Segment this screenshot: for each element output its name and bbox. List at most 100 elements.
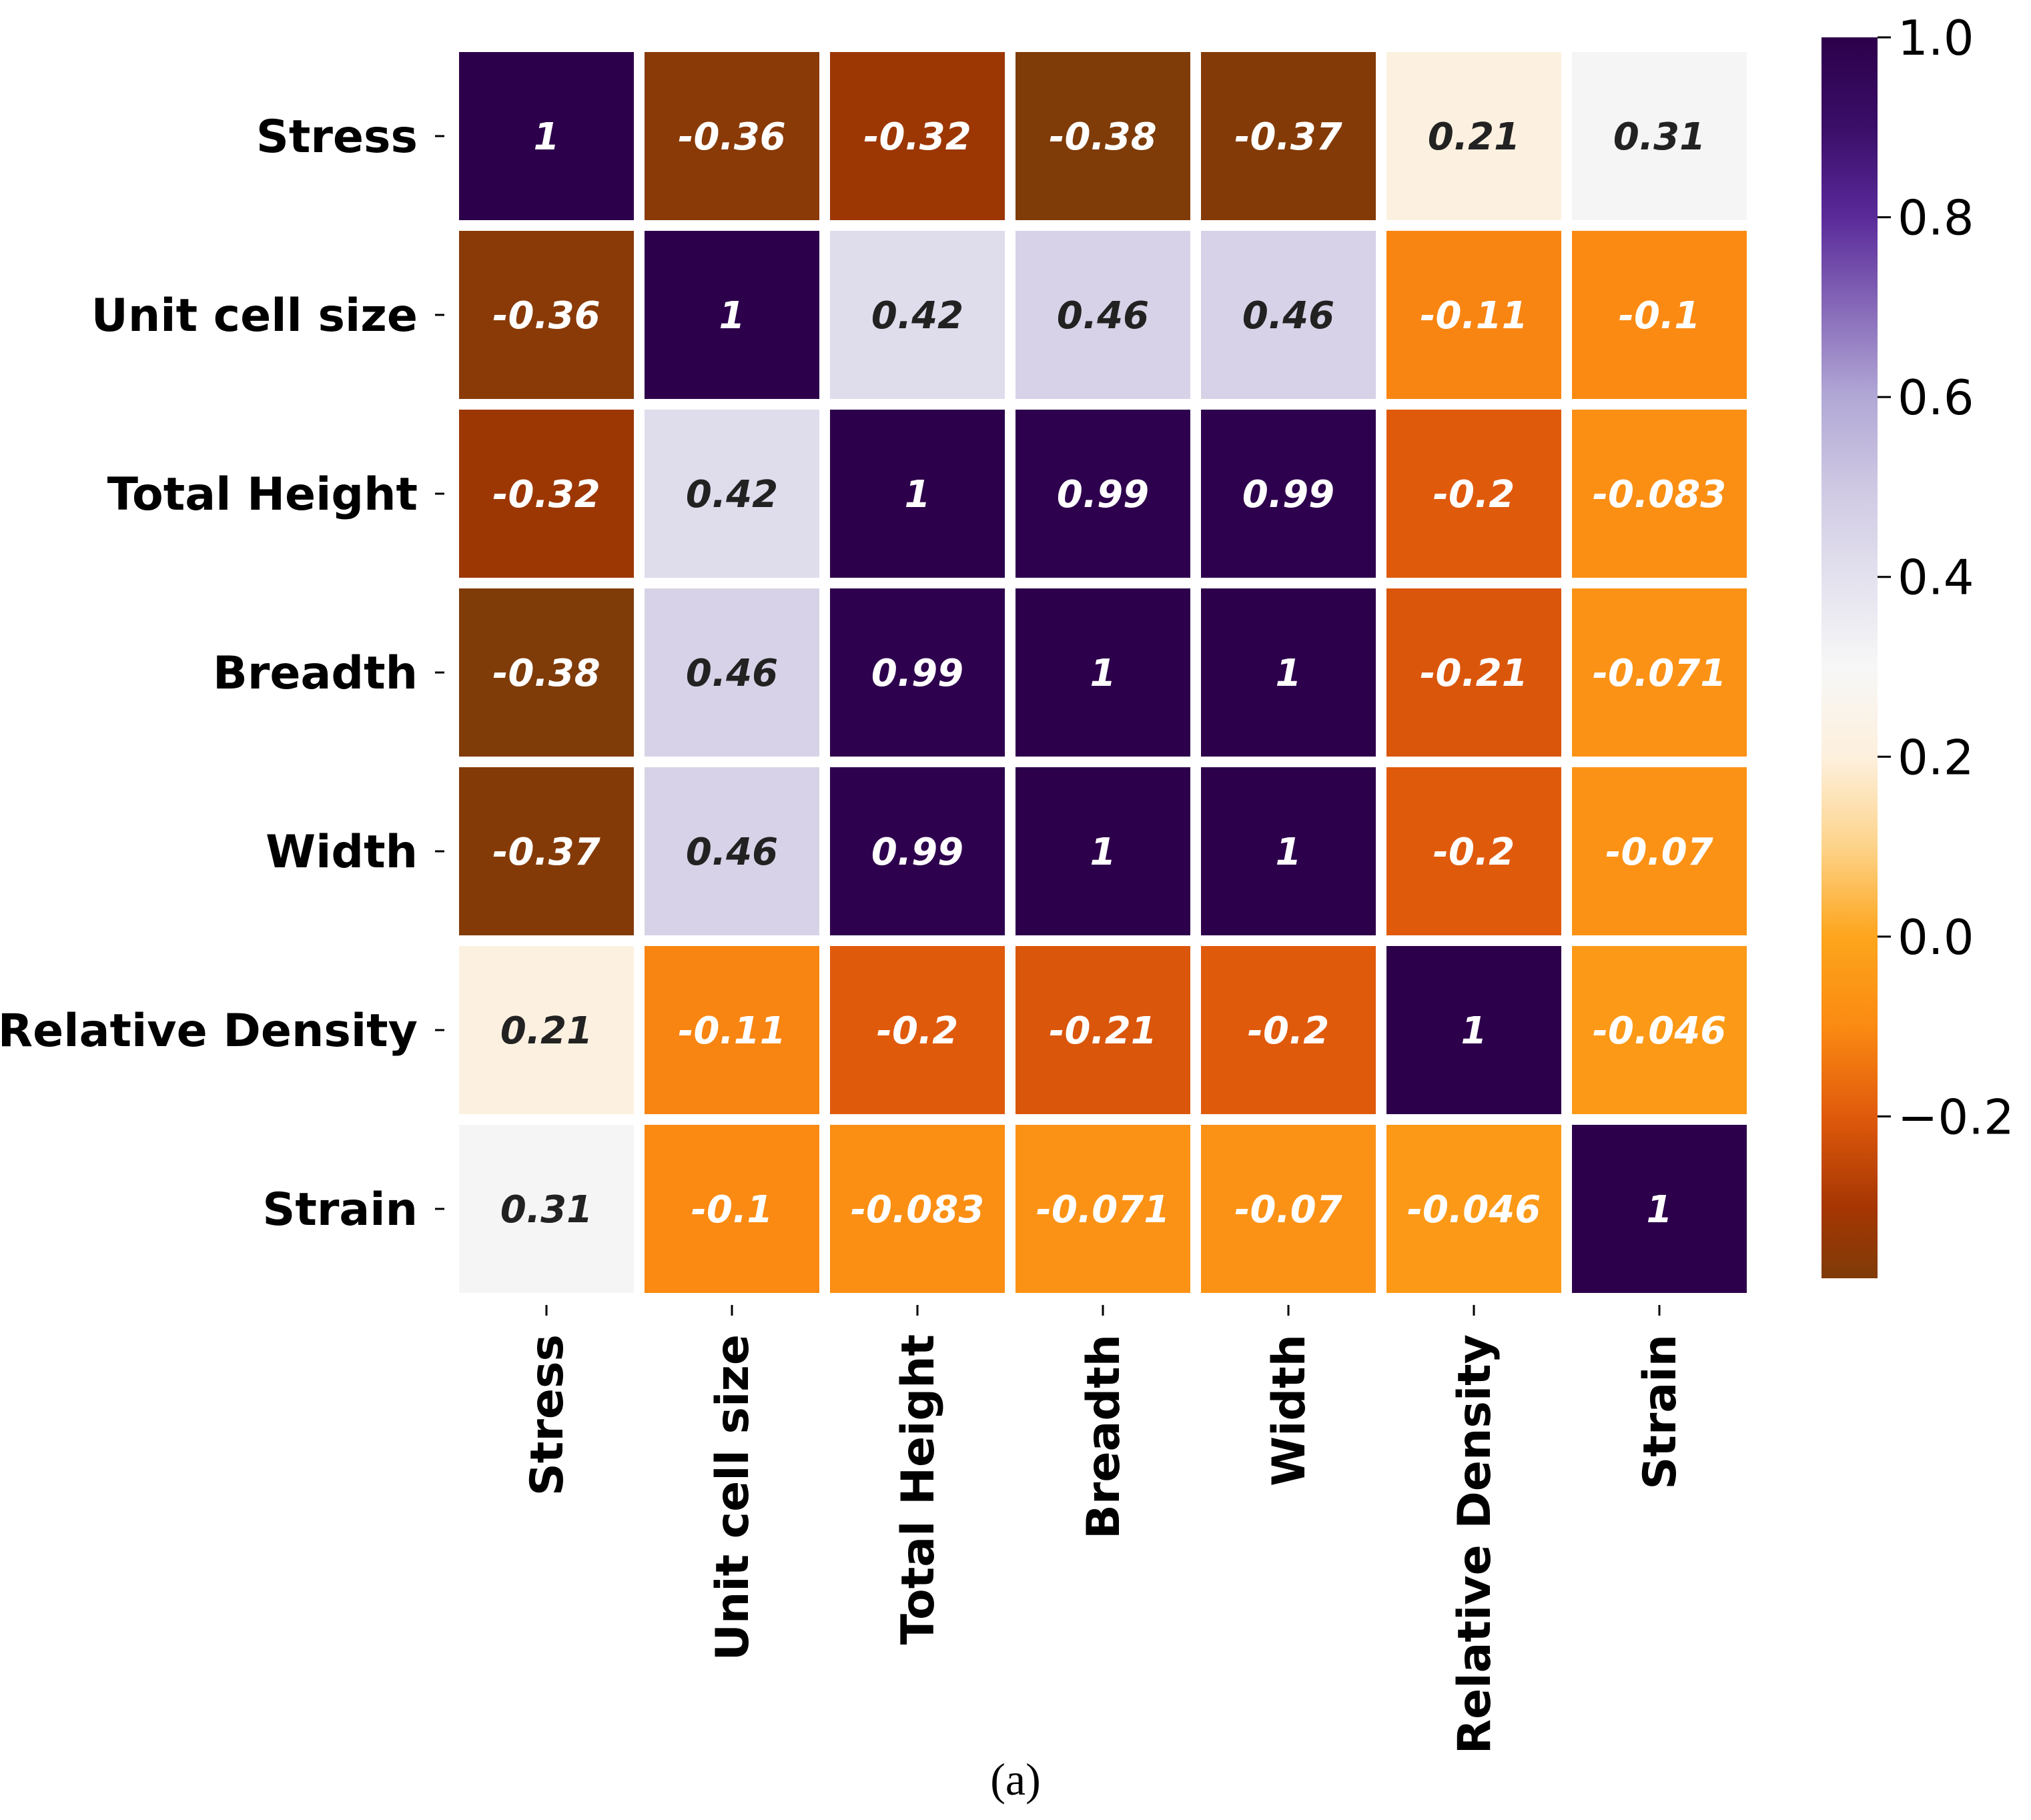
cell-value-label: -0.2 xyxy=(1433,831,1515,874)
row-labels: Stress Unit cell size Total Height Breadth W… xyxy=(0,111,444,1236)
cell-value-label: 1 xyxy=(534,115,560,159)
heatmap-cell xyxy=(459,588,634,757)
heatmap-cells: 1 -0.36 -0.32 -0.38 -0.37 0.21 0.31 -0.36 1 0.42 0… xyxy=(459,52,1747,1293)
colorbar-tick-label: 0.2 xyxy=(1898,729,1974,785)
colorbar-tick-label: 0.0 xyxy=(1898,909,1974,965)
cell-value-label: -0.071 xyxy=(1593,652,1726,695)
cell-value-label: 1 xyxy=(1461,1009,1487,1053)
heatmap-cell xyxy=(830,231,1005,399)
heatmap-cell xyxy=(645,588,819,757)
colorbar-gradient xyxy=(1821,37,1878,1278)
cell-value-label: -0.1 xyxy=(691,1188,773,1232)
cell-value-label: -0.07 xyxy=(1605,831,1713,874)
column-labels: Stress Unit cell size Total Height Breadth W… xyxy=(521,1305,1687,1754)
cell-value-label: 0.31 xyxy=(500,1188,592,1232)
heatmap-cell xyxy=(645,767,819,935)
cell-value-label: 0.46 xyxy=(1057,294,1149,338)
row-label: Relative Density xyxy=(0,1005,418,1057)
heatmap-cell xyxy=(1201,410,1376,578)
heatmap-cell xyxy=(1572,410,1747,578)
heatmap-cell xyxy=(1572,588,1747,757)
cell-value-label: 0.99 xyxy=(1242,473,1334,516)
cell-value-label: 0.46 xyxy=(686,652,778,695)
cell-value-label: 1 xyxy=(1647,1188,1673,1232)
heatmap-cell xyxy=(1016,1125,1190,1293)
row-label: Total Height xyxy=(107,468,418,521)
cell-value-label: -0.11 xyxy=(678,1009,785,1053)
heatmap-cell xyxy=(1201,767,1376,935)
colorbar-tick-label: 0.8 xyxy=(1898,190,1974,246)
cell-value-label: 0.46 xyxy=(1242,294,1334,338)
heatmap-cell xyxy=(1201,52,1376,220)
cell-value-label: 0.21 xyxy=(500,1009,592,1053)
heatmap-cell xyxy=(645,946,819,1114)
cell-value-label: -0.38 xyxy=(492,652,600,695)
heatmap-cell xyxy=(1016,410,1190,578)
heatmap-cell xyxy=(1016,946,1190,1114)
cell-value-label: 1 xyxy=(1090,652,1116,695)
heatmap-cell xyxy=(459,52,634,220)
cell-value-label: 0.21 xyxy=(1428,115,1520,159)
cell-value-label: 0.46 xyxy=(686,831,778,874)
cell-value-label: -0.083 xyxy=(851,1188,984,1232)
cell-value-label: -0.32 xyxy=(863,115,971,159)
column-label: Width xyxy=(1263,1334,1316,1486)
heatmap-cell xyxy=(1572,52,1747,220)
heatmap-cell xyxy=(830,946,1005,1114)
heatmap-cell xyxy=(1386,946,1561,1114)
heatmap-cell xyxy=(1201,588,1376,757)
cell-value-label: -0.2 xyxy=(1248,1009,1329,1053)
heatmap-cell xyxy=(459,1125,634,1293)
heatmap-cell xyxy=(1016,231,1190,399)
heatmap-cell xyxy=(645,1125,819,1293)
cell-value-label: -0.2 xyxy=(1433,473,1515,516)
column-label: Total Height xyxy=(892,1334,945,1645)
heatmap-cell xyxy=(830,52,1005,220)
heatmap-cell xyxy=(459,946,634,1114)
heatmap-cell xyxy=(1016,588,1190,757)
row-label: Breadth xyxy=(213,647,418,700)
column-label: Breadth xyxy=(1078,1334,1130,1539)
heatmap-cell xyxy=(1572,946,1747,1114)
colorbar-ticks: 1.0 0.8 0.6 0.4 0.2 0.0 −0.2 xyxy=(1878,10,2014,1145)
heatmap-cell xyxy=(1386,410,1561,578)
cell-value-label: -0.37 xyxy=(1234,115,1342,159)
cell-value-label: 0.42 xyxy=(686,473,778,516)
colorbar-tick-label: 0.6 xyxy=(1898,370,1974,426)
column-label: Stress xyxy=(521,1334,574,1496)
heatmap-cell xyxy=(1016,767,1190,935)
heatmap-cell xyxy=(830,410,1005,578)
heatmap-cell xyxy=(1201,1125,1376,1293)
column-label: Relative Density xyxy=(1449,1334,1501,1754)
heatmap-cell xyxy=(645,231,819,399)
heatmap-cell xyxy=(1386,52,1561,220)
cell-value-label: 1 xyxy=(1090,831,1116,874)
heatmap-cell xyxy=(1201,946,1376,1114)
heatmap-cell xyxy=(830,588,1005,757)
heatmap-cell xyxy=(1201,231,1376,399)
row-label: Width xyxy=(266,826,418,879)
heatmap-cell xyxy=(830,767,1005,935)
cell-value-label: -0.07 xyxy=(1234,1188,1342,1232)
heatmap-cell xyxy=(1386,231,1561,399)
heatmap-cell xyxy=(459,767,634,935)
cell-value-label: 1 xyxy=(905,473,931,516)
cell-value-label: 0.99 xyxy=(871,652,963,695)
cell-value-label: -0.11 xyxy=(1420,294,1527,338)
cell-value-label: 0.42 xyxy=(871,294,963,338)
cell-value-label: -0.046 xyxy=(1407,1188,1541,1232)
cell-value-label: -0.071 xyxy=(1036,1188,1170,1232)
cell-value-label: -0.37 xyxy=(492,831,600,874)
cell-value-label: -0.38 xyxy=(1049,115,1156,159)
colorbar: 1.0 0.8 0.6 0.4 0.2 0.0 −0.2 xyxy=(1821,10,2014,1278)
cell-value-label: -0.083 xyxy=(1593,473,1726,516)
heatmap-cell xyxy=(459,410,634,578)
cell-value-label: 1 xyxy=(1276,652,1302,695)
figure-caption: (a) xyxy=(990,1754,1040,1805)
cell-value-label: 0.99 xyxy=(871,831,963,874)
colorbar-tick-label: 1.0 xyxy=(1898,10,1974,66)
heatmap-cell xyxy=(645,410,819,578)
cell-value-label: -0.32 xyxy=(492,473,600,516)
heatmap-cell xyxy=(830,1125,1005,1293)
